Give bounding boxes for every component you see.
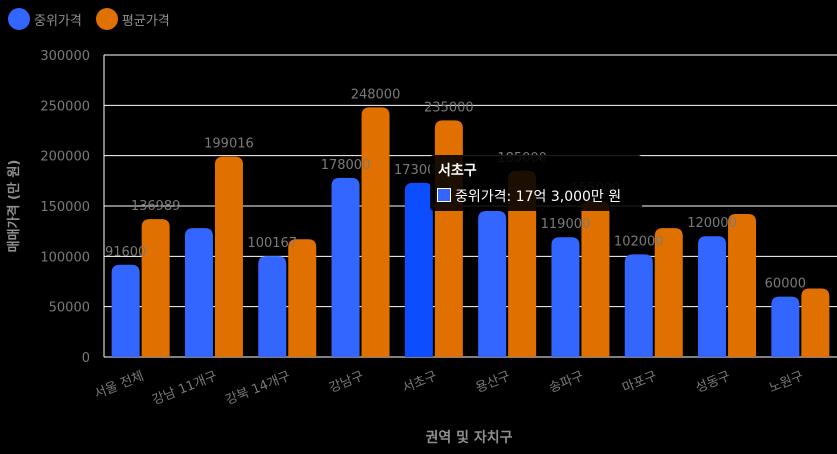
bar-value-label: 91600 — [105, 245, 146, 260]
bar-value-label: 119000 — [541, 217, 591, 232]
bar-median — [111, 264, 140, 357]
bar-value-label: 120000 — [687, 216, 737, 231]
bar-value-label: 248000 — [351, 87, 401, 102]
bar-average — [361, 107, 390, 357]
legend-label-median: 중위가격 — [34, 13, 82, 29]
bar-average — [654, 228, 683, 357]
bar-average — [581, 200, 610, 357]
x-tick-label: 강북 14개구 — [224, 369, 293, 409]
y-tick-label: 100000 — [40, 250, 90, 265]
bar-value-label: 235000 — [424, 100, 474, 115]
x-tick-label: 강남 11개구 — [150, 369, 219, 409]
bar-value-label: 178000 — [321, 158, 371, 173]
legend-label-average: 평균가격 — [121, 13, 170, 29]
bar-median — [184, 228, 213, 357]
bar-average — [508, 170, 537, 357]
x-tick-label: 송파구 — [547, 369, 586, 396]
bar-value-label: 100167 — [247, 236, 297, 251]
bar-median — [698, 236, 727, 357]
y-tick-label: 300000 — [40, 49, 90, 64]
bar-average — [288, 239, 317, 357]
bar-average — [214, 156, 243, 357]
legend-swatch-median — [8, 8, 30, 30]
legend-item-average[interactable]: 평균가격 — [95, 8, 170, 30]
bar-median — [404, 182, 433, 357]
x-tick-label: 노원구 — [767, 369, 806, 396]
legend-swatch-average — [95, 8, 118, 30]
y-tick-label: 50000 — [49, 301, 90, 316]
tooltip-color-box — [437, 188, 451, 202]
bar-average — [141, 219, 170, 357]
bar-median — [551, 237, 580, 357]
bar-median — [771, 296, 800, 357]
bar-median — [331, 177, 360, 357]
x-axis-title: 권역 및 자치구 — [425, 429, 512, 446]
x-tick-label: 성동구 — [694, 369, 733, 396]
bar-value-label: 102000 — [614, 234, 664, 249]
bar-median — [478, 211, 507, 357]
tooltip: 서초구 중위가격: 17억 3,000만 원 — [430, 155, 642, 211]
x-tick-label: 용산구 — [474, 369, 513, 396]
y-tick-label: 200000 — [40, 150, 90, 165]
bar-median — [258, 256, 287, 357]
x-tick-label: 서초구 — [400, 369, 439, 396]
y-tick-label: 150000 — [40, 200, 90, 215]
y-axis-title: 매매가격 (만 원) — [6, 160, 22, 253]
x-tick-label: 서울 전체 — [92, 369, 146, 402]
x-tick-label: 강남구 — [327, 369, 366, 396]
y-axis-ticks: 0 50000 100000 150000 200000 250000 300000 — [40, 49, 90, 366]
bar-median — [624, 254, 653, 357]
tooltip-label: 중위가격: 17억 3,000만 원 — [455, 189, 622, 205]
y-tick-label: 0 — [82, 351, 90, 366]
bar-average — [728, 214, 757, 357]
bar-average — [801, 288, 830, 357]
bar-value-label: 199016 — [204, 137, 254, 152]
legend-item-median[interactable]: 중위가격 — [8, 8, 82, 30]
bar-value-label: 136989 — [131, 199, 181, 214]
chart-legend: 중위가격 평균가격 — [8, 8, 170, 30]
x-axis-ticks: 서울 전체 강남 11개구 강북 14개구 강남구 서초구 용산구 송파구 마포구 성동구 노원구 — [92, 369, 806, 409]
tooltip-title: 서초구 — [438, 163, 477, 179]
bar-value-label: 60000 — [765, 277, 806, 292]
x-tick-label: 마포구 — [620, 369, 659, 396]
y-tick-label: 250000 — [40, 99, 90, 114]
